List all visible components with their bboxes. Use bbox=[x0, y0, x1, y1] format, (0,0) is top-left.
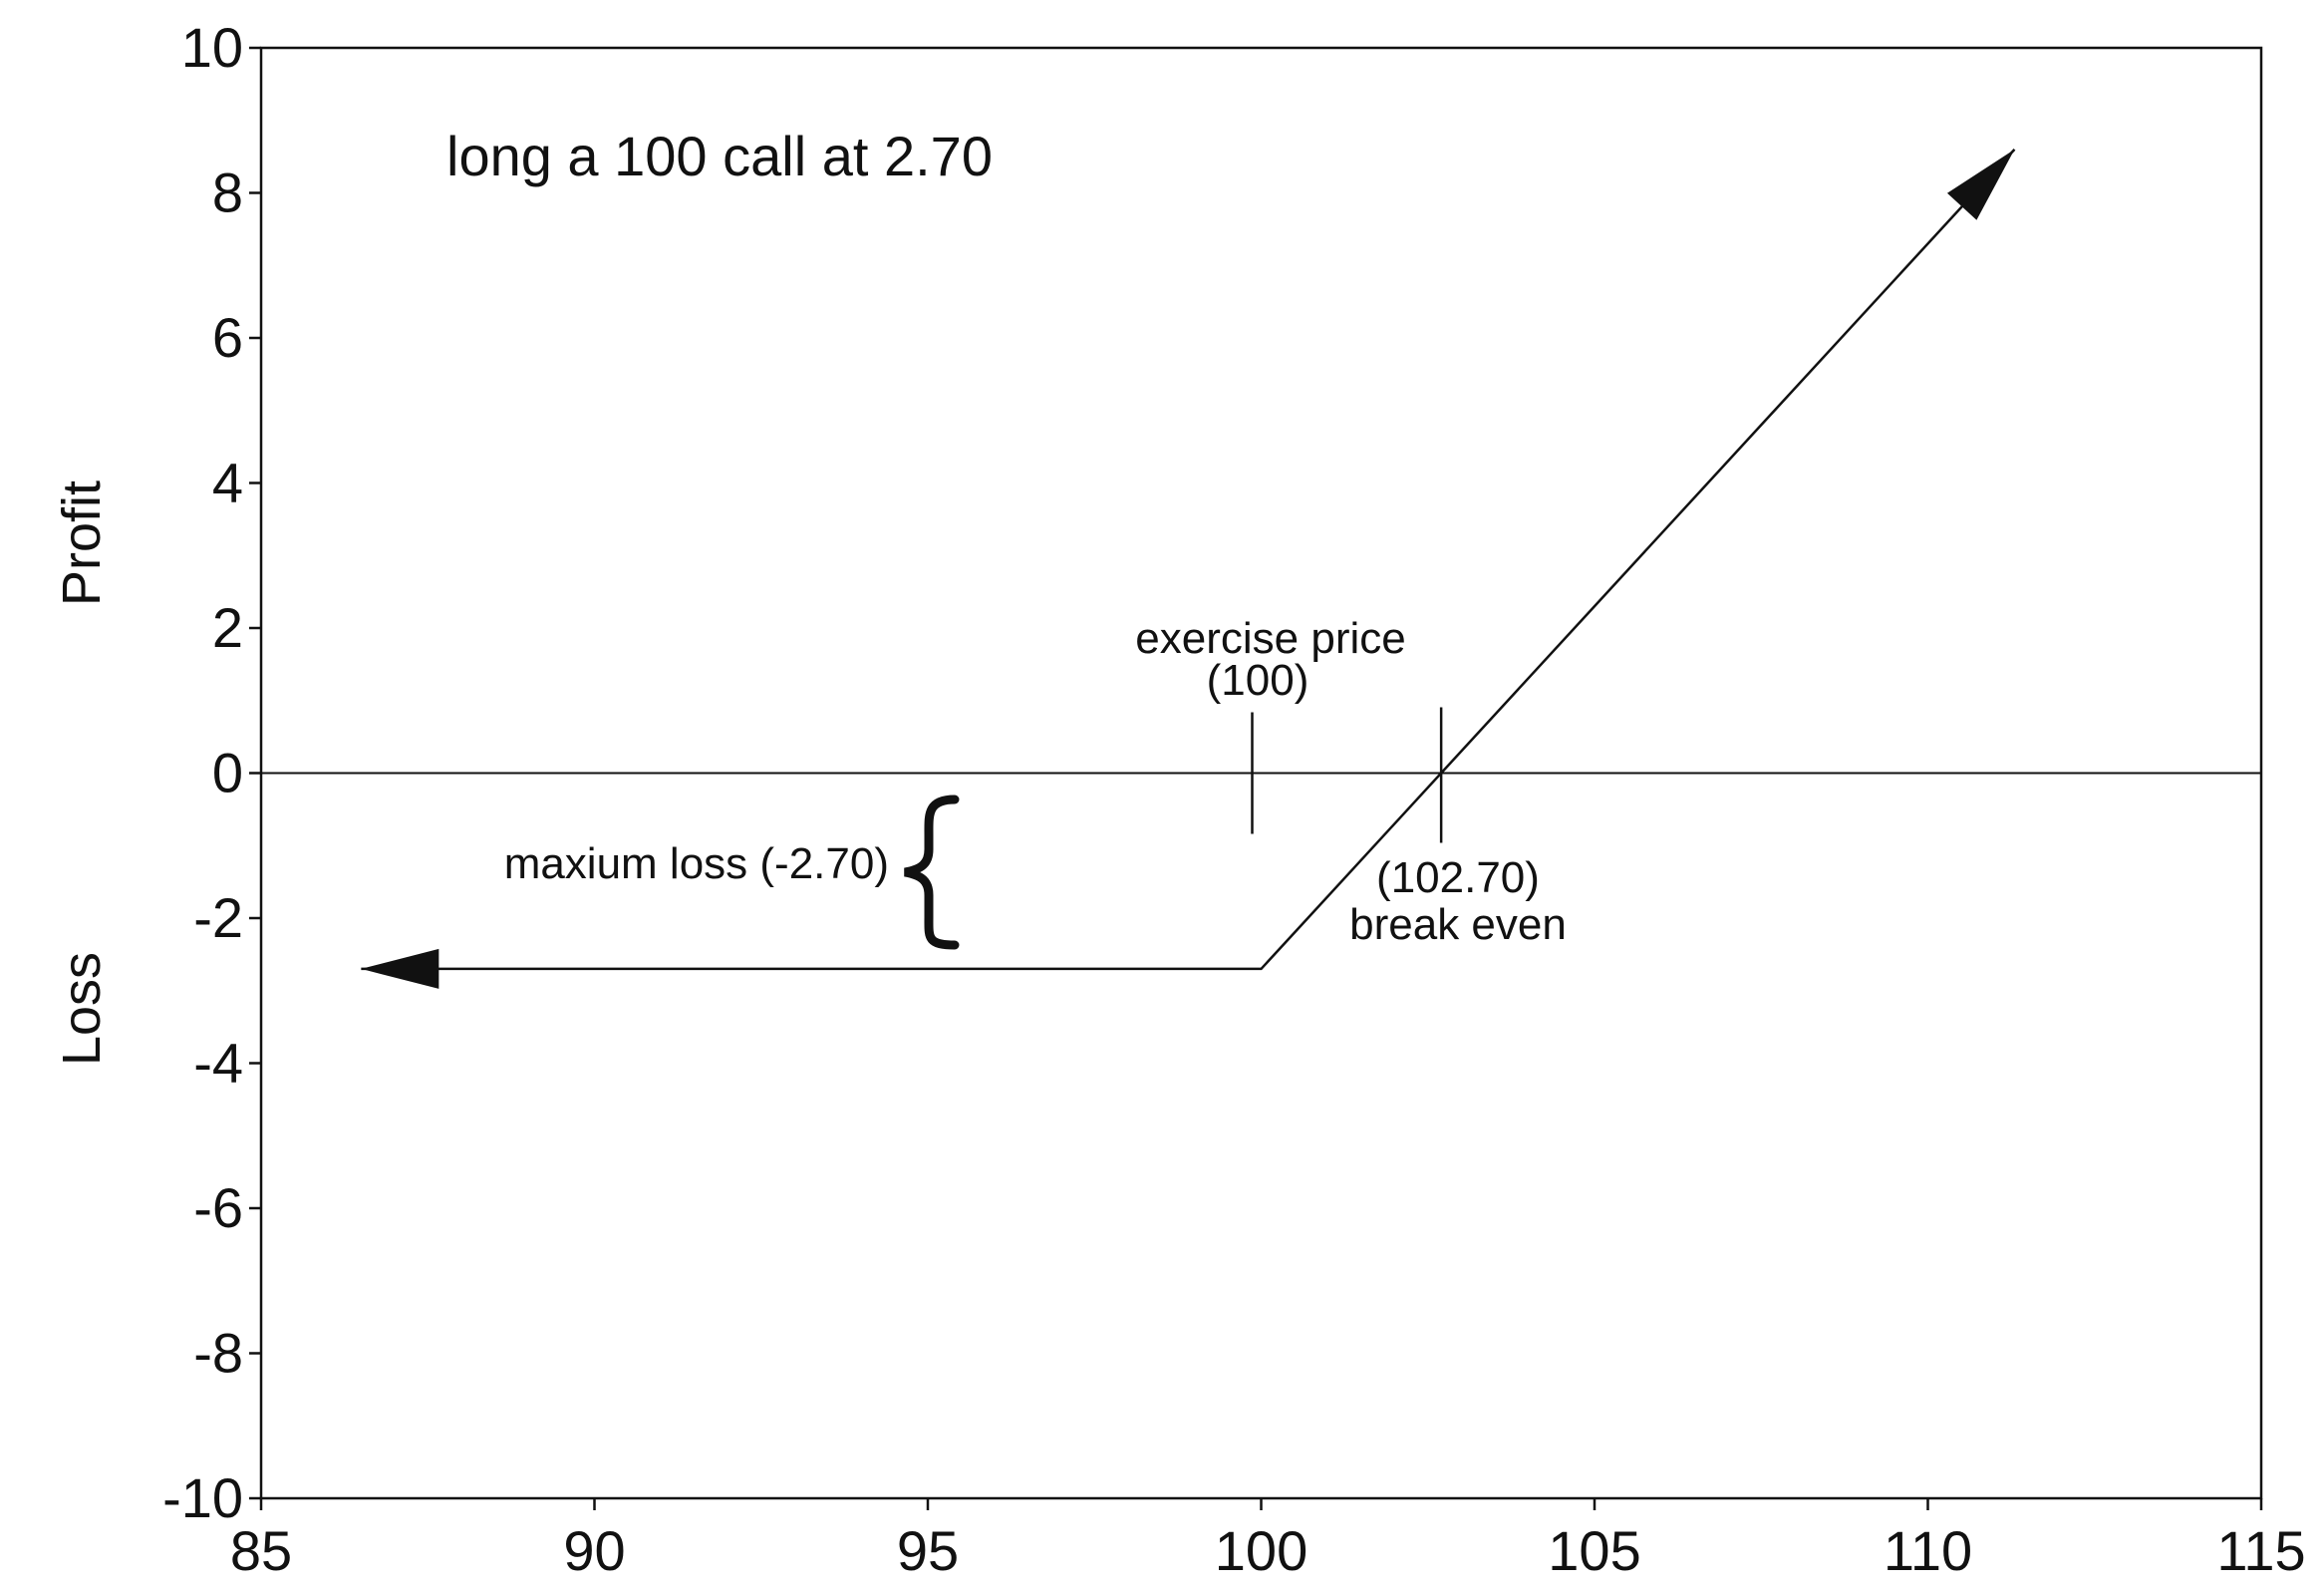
payoff-series bbox=[361, 149, 2016, 989]
y-tick-label: 6 bbox=[212, 306, 243, 369]
y-axis: 10 8 6 4 2 0 -2 -4 -6 -8 -10 bbox=[162, 16, 261, 1529]
break-even-value: (102.70) bbox=[1376, 853, 1540, 902]
y-tick-label: -10 bbox=[162, 1466, 243, 1529]
exercise-price-label: exercise price bbox=[1135, 614, 1405, 663]
y-tick-label: 0 bbox=[212, 742, 243, 804]
y-tick-label: -2 bbox=[193, 886, 243, 949]
y-tick-label: 2 bbox=[212, 596, 243, 659]
break-even-label: break even bbox=[1349, 900, 1567, 949]
max-loss-label: maxium loss (-2.70) bbox=[504, 839, 889, 888]
left-arrowhead bbox=[361, 948, 439, 989]
y-tick-label: -4 bbox=[193, 1032, 243, 1095]
ylabel-profit: Profit bbox=[52, 480, 112, 606]
max-loss-brace bbox=[904, 795, 960, 950]
right-arrowhead bbox=[1946, 149, 2015, 220]
x-tick-label: 115 bbox=[2216, 1519, 2305, 1582]
x-tick-label: 105 bbox=[1548, 1519, 1640, 1582]
y-tick-label: -8 bbox=[193, 1322, 243, 1385]
x-tick-label: 100 bbox=[1215, 1519, 1307, 1582]
payoff-line bbox=[361, 149, 2016, 971]
annotations: long a 100 call at 2.70 Profit Loss exer… bbox=[52, 125, 1567, 1066]
y-tick-label: -6 bbox=[193, 1176, 243, 1239]
x-tick-label: 95 bbox=[897, 1519, 959, 1582]
exercise-price-value: (100) bbox=[1207, 656, 1309, 705]
y-tick-label: 10 bbox=[181, 16, 243, 79]
ylabel-loss: Loss bbox=[52, 952, 112, 1066]
x-axis: 85 90 95 100 105 110 115 bbox=[230, 1498, 2306, 1582]
x-tick-label: 85 bbox=[230, 1519, 292, 1582]
y-tick-label: 8 bbox=[212, 161, 243, 224]
x-tick-label: 110 bbox=[1884, 1519, 1972, 1582]
y-tick-label: 4 bbox=[212, 452, 243, 514]
chart-title: long a 100 call at 2.70 bbox=[446, 125, 993, 187]
x-tick-label: 90 bbox=[563, 1519, 625, 1582]
